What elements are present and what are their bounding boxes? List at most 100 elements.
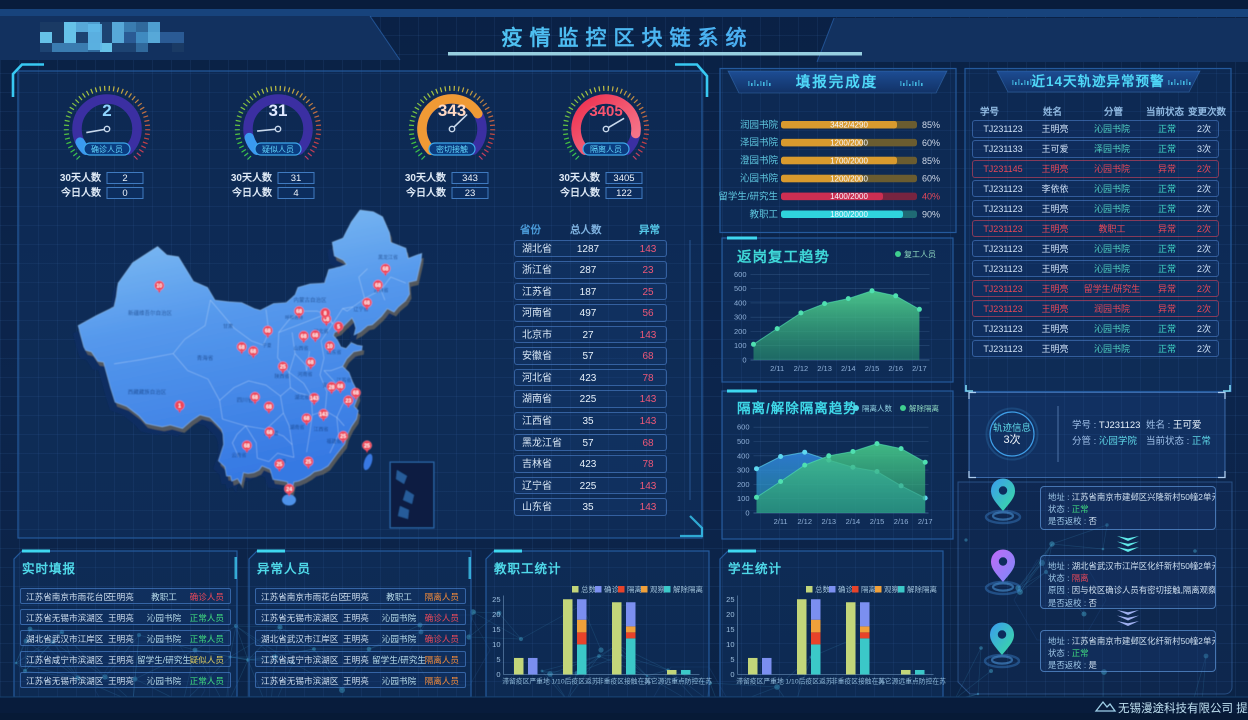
svg-text:解除隔离: 解除隔离	[673, 584, 703, 594]
svg-text:河南省: 河南省	[297, 371, 312, 378]
svg-text:其它源远重点防控在苏: 其它源远重点防控在苏	[644, 677, 712, 686]
svg-text:总数: 总数	[581, 584, 596, 594]
svg-text:吉林省: 吉林省	[373, 287, 388, 294]
svg-text:20: 20	[726, 610, 734, 619]
svg-text:湖北省: 湖北省	[294, 394, 309, 401]
svg-text:隔离: 隔离	[627, 584, 642, 594]
svg-text:68: 68	[267, 430, 273, 436]
svg-text:90%: 90%	[922, 210, 940, 220]
svg-text:25: 25	[277, 462, 283, 468]
svg-text:300: 300	[737, 466, 750, 475]
svg-text:今日人数: 今日人数	[60, 186, 102, 199]
svg-text:辽宁省: 辽宁省	[353, 306, 368, 313]
svg-text:1800/2000: 1800/2000	[830, 210, 868, 219]
svg-text:2/14: 2/14	[846, 517, 861, 526]
svg-text:68: 68	[364, 301, 370, 307]
svg-text:3405: 3405	[613, 173, 634, 184]
svg-text:300: 300	[734, 313, 747, 322]
svg-text:隔离人员: 隔离人员	[590, 144, 622, 154]
svg-text:今日人数: 今日人数	[231, 186, 273, 199]
svg-text:68: 68	[250, 349, 256, 355]
svg-text:非重疫区接触在苏: 非重疫区接触在苏	[597, 677, 652, 686]
svg-text:28: 28	[329, 385, 335, 391]
svg-text:河北省: 河北省	[313, 328, 328, 335]
svg-text:0: 0	[496, 670, 500, 679]
svg-text:解除隔离: 解除隔离	[907, 584, 937, 594]
svg-text:教职工: 教职工	[749, 208, 778, 220]
svg-text:澄园书院: 澄园书院	[740, 155, 779, 167]
svg-text:8: 8	[324, 311, 327, 317]
svg-text:2/17: 2/17	[918, 517, 933, 526]
svg-text:343: 343	[462, 173, 478, 184]
svg-text:23: 23	[346, 398, 352, 404]
svg-text:85%: 85%	[922, 156, 940, 166]
svg-text:近14天轨迹异常预警: 近14天轨迹异常预警	[1031, 73, 1164, 89]
svg-text:68: 68	[239, 345, 245, 351]
svg-text:15: 15	[726, 625, 734, 634]
svg-text:山西省: 山西省	[293, 345, 308, 352]
svg-text:今日人数: 今日人数	[405, 186, 447, 199]
svg-text:观察: 观察	[884, 584, 899, 594]
svg-text:68: 68	[265, 329, 271, 335]
svg-text:25: 25	[340, 434, 346, 440]
svg-text:400: 400	[737, 451, 750, 460]
svg-text:2/17: 2/17	[912, 364, 927, 373]
svg-text:30天人数: 30天人数	[559, 171, 601, 184]
svg-text:新疆维吾尔自治区: 新疆维吾尔自治区	[128, 309, 173, 317]
svg-text:10: 10	[726, 640, 734, 649]
svg-text:20: 20	[492, 610, 500, 619]
svg-text:填报完成度: 填报完成度	[796, 73, 879, 91]
svg-text:云南省: 云南省	[231, 452, 246, 459]
svg-text:10: 10	[492, 640, 500, 649]
svg-text:2/13: 2/13	[821, 517, 836, 526]
svg-text:2/14: 2/14	[841, 364, 856, 373]
svg-text:200: 200	[734, 327, 747, 336]
svg-text:总数: 总数	[815, 584, 830, 594]
svg-text:隔离人数: 隔离人数	[862, 403, 892, 413]
svg-text:1/10后疫区返苏: 1/10后疫区返苏	[551, 677, 598, 686]
svg-text:5: 5	[337, 324, 340, 330]
svg-text:40%: 40%	[922, 192, 940, 202]
svg-text:湖南省: 湖南省	[289, 424, 304, 431]
svg-text:黑龙江省: 黑龙江省	[378, 254, 398, 261]
svg-text:非重疫区接触在苏: 非重疫区接触在苏	[831, 677, 886, 686]
svg-text:23: 23	[465, 188, 476, 199]
svg-text:10: 10	[327, 344, 333, 350]
svg-text:呼和浩特: 呼和浩特	[285, 314, 303, 321]
svg-text:143: 143	[310, 396, 319, 402]
svg-text:2/12: 2/12	[794, 364, 809, 373]
svg-text:15: 15	[492, 625, 500, 634]
svg-text:3482/4290: 3482/4290	[830, 121, 868, 130]
svg-text:68: 68	[375, 283, 381, 289]
svg-text:1: 1	[178, 403, 181, 409]
svg-text:确诊: 确诊	[838, 584, 853, 594]
svg-text:68: 68	[337, 384, 343, 390]
svg-text:润园书院: 润园书院	[740, 119, 779, 131]
svg-text:68: 68	[304, 416, 310, 422]
svg-text:122: 122	[616, 188, 632, 199]
svg-text:1/10后疫区返苏: 1/10后疫区返苏	[785, 677, 832, 686]
svg-text:返岗复工趋势: 返岗复工趋势	[737, 248, 830, 266]
svg-text:四川省: 四川省	[237, 396, 254, 404]
svg-text:31: 31	[291, 173, 302, 184]
svg-text:600: 600	[734, 270, 747, 279]
svg-text:宁夏: 宁夏	[263, 342, 272, 348]
svg-text:85%: 85%	[922, 120, 940, 130]
svg-text:复工人员: 复工人员	[904, 249, 936, 259]
svg-text:30天人数: 30天人数	[231, 171, 273, 184]
svg-text:68: 68	[383, 267, 389, 273]
svg-text:沁园书院: 沁园书院	[740, 173, 779, 185]
svg-text:60%: 60%	[922, 174, 940, 184]
svg-text:江苏省: 江苏省	[336, 377, 351, 384]
svg-text:2/15: 2/15	[865, 364, 880, 373]
svg-text:5: 5	[496, 655, 500, 664]
svg-text:25: 25	[306, 460, 312, 466]
svg-text:68: 68	[301, 334, 307, 340]
svg-text:陕西省: 陕西省	[274, 373, 289, 380]
svg-text:343: 343	[438, 101, 466, 120]
svg-text:100: 100	[737, 494, 750, 503]
svg-text:0: 0	[745, 509, 749, 518]
svg-text:68: 68	[252, 395, 258, 401]
svg-text:确诊: 确诊	[604, 584, 619, 594]
svg-text:3次: 3次	[1003, 432, 1020, 446]
